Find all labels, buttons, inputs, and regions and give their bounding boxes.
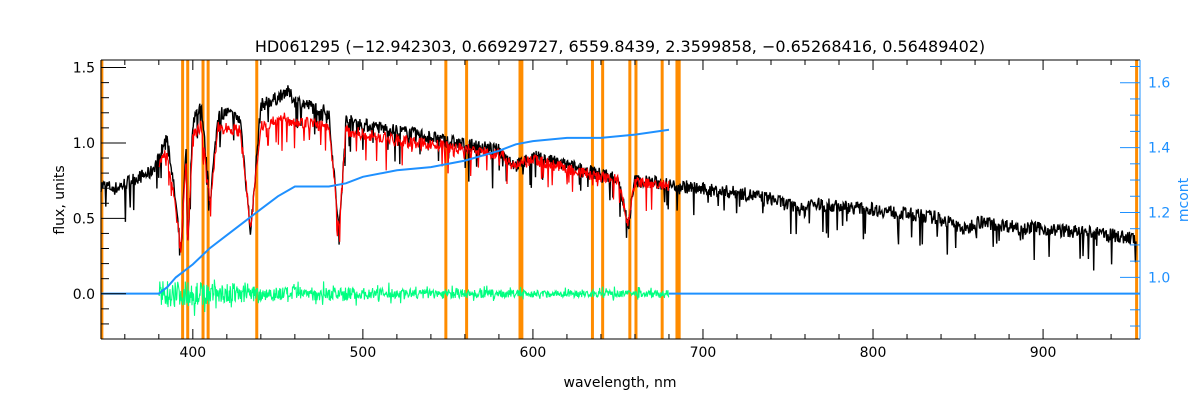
x-tick-label: 700	[690, 345, 717, 361]
chart-title: HD061295 (−12.942303, 0.66929727, 6559.8…	[255, 37, 985, 56]
x-tick-label: 900	[1030, 345, 1057, 361]
y-tick-label: 1.0	[73, 136, 95, 152]
y-tick-label: 0.5	[73, 211, 95, 227]
y-tick-label: 0.0	[73, 287, 95, 303]
y2-tick-label: 1.6	[1148, 76, 1170, 92]
x-axis-label: wavelength, nm	[564, 375, 677, 391]
y2-axis-label: mcont	[1176, 177, 1192, 222]
y2-tick-label: 1.4	[1148, 141, 1170, 157]
x-tick-label: 500	[350, 345, 377, 361]
x-tick-label: 800	[860, 345, 887, 361]
residual-line	[158, 279, 670, 316]
y2-tick-label: 1.0	[1148, 270, 1170, 286]
y-axis-label: flux, units	[52, 165, 68, 234]
mcont-line	[101, 128, 670, 295]
x-tick-label: 600	[520, 345, 547, 361]
model-flux-line	[158, 112, 670, 253]
y-tick-label: 1.5	[73, 61, 95, 77]
x-tick-label: 400	[179, 345, 206, 361]
y2-tick-label: 1.2	[1148, 205, 1170, 221]
